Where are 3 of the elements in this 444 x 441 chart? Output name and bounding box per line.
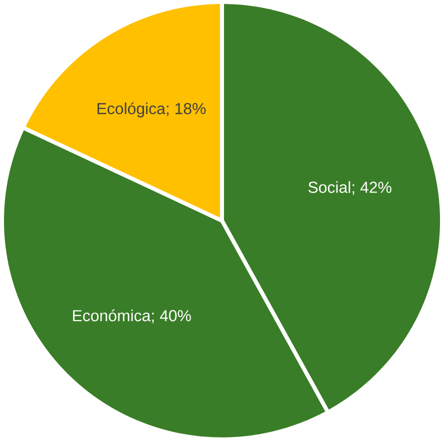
slice-label: Económica; 40% <box>73 309 191 324</box>
slice-label: Social; 42% <box>308 181 392 195</box>
slice-label: Ecológica; 18% <box>98 102 206 118</box>
